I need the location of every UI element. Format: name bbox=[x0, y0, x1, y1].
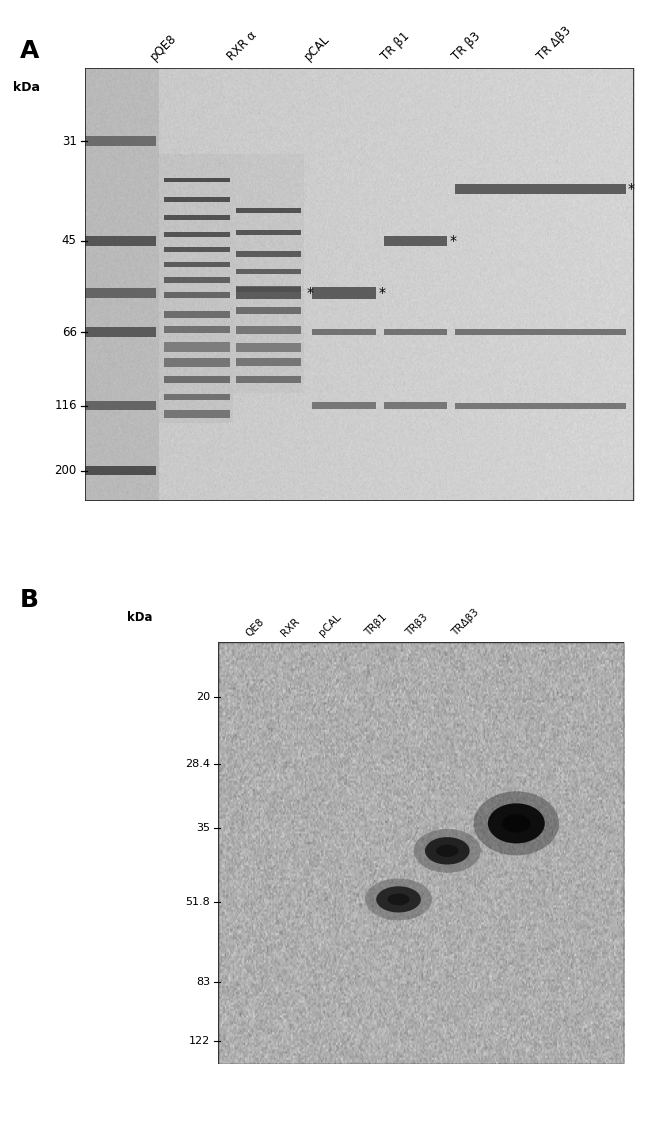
Bar bbox=[164, 277, 230, 283]
Bar bbox=[235, 287, 302, 300]
Text: *: * bbox=[378, 286, 385, 300]
Bar bbox=[235, 307, 302, 314]
Bar bbox=[235, 376, 302, 383]
Bar bbox=[164, 262, 230, 267]
Text: TR β3: TR β3 bbox=[450, 29, 483, 63]
Ellipse shape bbox=[425, 837, 469, 865]
Text: TR β1: TR β1 bbox=[378, 29, 411, 63]
Bar bbox=[384, 329, 447, 336]
Text: kDa: kDa bbox=[127, 610, 153, 624]
Bar bbox=[84, 288, 156, 297]
Bar bbox=[84, 328, 156, 337]
Bar bbox=[84, 136, 156, 146]
Bar bbox=[164, 232, 230, 238]
Ellipse shape bbox=[376, 886, 421, 912]
Text: 66: 66 bbox=[62, 325, 77, 339]
Ellipse shape bbox=[502, 814, 530, 832]
Bar bbox=[159, 154, 233, 423]
Bar bbox=[164, 411, 230, 418]
Ellipse shape bbox=[488, 803, 545, 843]
Text: pCAL: pCAL bbox=[302, 33, 332, 63]
Bar bbox=[235, 230, 302, 234]
Bar bbox=[164, 358, 230, 367]
Bar bbox=[164, 247, 230, 252]
Text: *: * bbox=[450, 234, 457, 248]
Text: 28.4: 28.4 bbox=[185, 759, 210, 769]
Bar bbox=[235, 269, 302, 274]
Bar bbox=[164, 394, 230, 401]
Text: 35: 35 bbox=[196, 823, 210, 832]
Bar bbox=[164, 178, 230, 182]
Text: TR Δβ3: TR Δβ3 bbox=[535, 24, 574, 63]
Bar bbox=[84, 401, 156, 411]
Bar bbox=[235, 251, 302, 257]
Bar bbox=[455, 403, 625, 409]
Ellipse shape bbox=[387, 894, 410, 905]
Bar bbox=[235, 208, 302, 213]
Text: 122: 122 bbox=[188, 1036, 210, 1046]
Bar bbox=[455, 329, 625, 336]
Bar bbox=[164, 292, 230, 298]
Text: kDa: kDa bbox=[12, 81, 40, 95]
Text: 20: 20 bbox=[196, 691, 210, 701]
Bar bbox=[164, 197, 230, 203]
Text: B: B bbox=[20, 588, 38, 611]
Bar bbox=[313, 287, 376, 300]
Text: 31: 31 bbox=[62, 135, 77, 148]
Bar bbox=[84, 68, 159, 501]
Bar bbox=[164, 215, 230, 220]
Bar bbox=[455, 184, 625, 195]
Ellipse shape bbox=[474, 792, 559, 856]
Bar bbox=[233, 154, 304, 393]
Text: TRβ3: TRβ3 bbox=[404, 613, 430, 638]
Ellipse shape bbox=[365, 878, 432, 920]
Text: 116: 116 bbox=[54, 400, 77, 412]
Bar bbox=[235, 342, 302, 351]
Bar bbox=[235, 286, 302, 292]
Text: 45: 45 bbox=[62, 234, 77, 248]
Bar bbox=[84, 236, 156, 245]
Text: RXR α: RXR α bbox=[224, 28, 259, 63]
Bar bbox=[164, 311, 230, 319]
Text: A: A bbox=[20, 39, 39, 63]
Ellipse shape bbox=[414, 829, 481, 873]
Bar bbox=[84, 466, 156, 475]
Bar bbox=[164, 327, 230, 333]
Text: pCAL: pCAL bbox=[317, 613, 343, 638]
Bar bbox=[313, 329, 376, 336]
Bar bbox=[235, 358, 302, 366]
Bar bbox=[164, 342, 230, 352]
Text: *: * bbox=[307, 286, 314, 300]
Bar bbox=[313, 402, 376, 409]
Bar bbox=[384, 235, 447, 247]
Text: TRβ1: TRβ1 bbox=[363, 613, 389, 638]
Text: pQE8: pQE8 bbox=[148, 32, 179, 63]
Text: TRΔβ3: TRΔβ3 bbox=[450, 608, 482, 638]
Bar bbox=[164, 376, 230, 383]
Text: 200: 200 bbox=[55, 464, 77, 477]
Bar bbox=[235, 325, 302, 333]
Text: RXR: RXR bbox=[280, 616, 302, 638]
Text: QE8: QE8 bbox=[244, 616, 266, 638]
Text: *: * bbox=[627, 182, 634, 196]
Ellipse shape bbox=[436, 844, 458, 857]
Text: 51.8: 51.8 bbox=[185, 896, 210, 906]
Bar bbox=[384, 402, 447, 409]
Text: 83: 83 bbox=[196, 976, 210, 986]
